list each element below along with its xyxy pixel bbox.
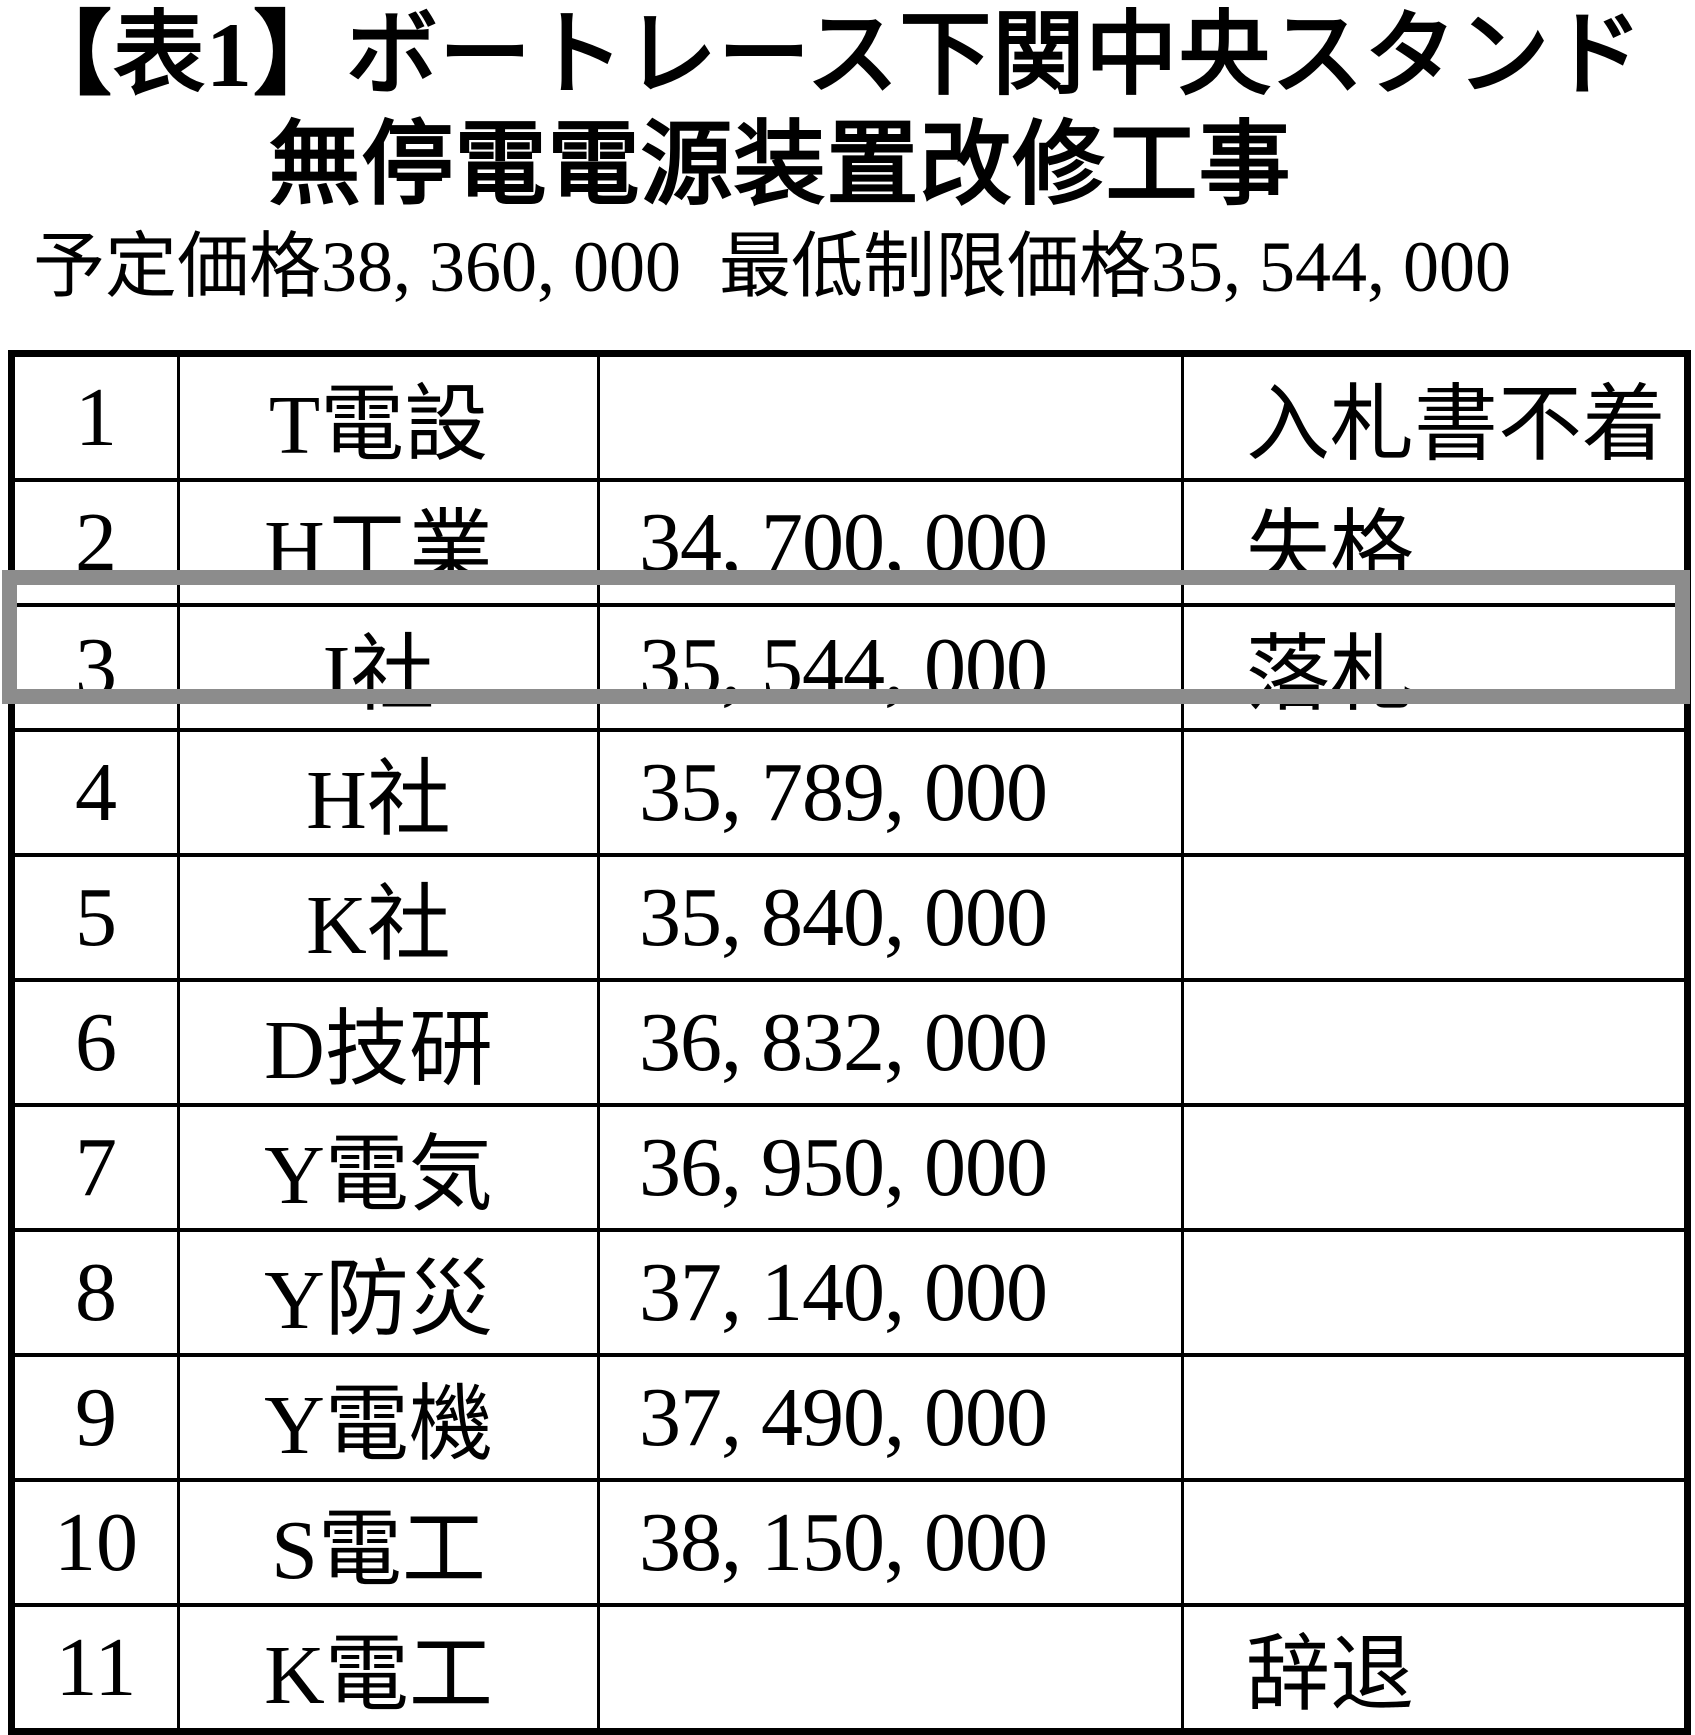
cell-result xyxy=(1181,853,1689,982)
table-row: 2 H工業 34, 700, 000 失格 xyxy=(10,478,1689,607)
minimum-price-label: 最低制限価格 xyxy=(719,227,1152,307)
table-row: 9 Y電機 37, 490, 000 xyxy=(10,1353,1689,1482)
cell-price: 37, 140, 000 xyxy=(597,1228,1184,1357)
cell-no: 4 xyxy=(10,728,180,857)
cell-result xyxy=(1181,1478,1689,1607)
bid-results-table: 1 T電設 入札書不着 2 H工業 34, 700, 000 失格 3 I社 35, 544, 0… xyxy=(8,350,1691,1735)
table-row: 3 I社 35, 544, 000 落札 xyxy=(10,603,1689,732)
cell-result xyxy=(1181,728,1689,857)
cell-no: 7 xyxy=(10,1103,180,1232)
cell-price: 35, 544, 000 xyxy=(597,603,1184,732)
cell-result: 辞退 xyxy=(1181,1603,1689,1734)
bid-table-body: 1 T電設 入札書不着 2 H工業 34, 700, 000 失格 3 I社 35, 544, 0… xyxy=(10,351,1689,1734)
cell-no: 6 xyxy=(10,978,180,1107)
cell-no: 1 xyxy=(10,351,180,482)
cell-price xyxy=(597,351,1184,482)
price-summary: 予定価格38, 360, 000 最低制限価格35, 544, 000 xyxy=(33,224,1511,310)
table-row: 4 H社 35, 789, 000 xyxy=(10,728,1689,857)
cell-price: 37, 490, 000 xyxy=(597,1353,1184,1482)
table-row: 10 S電工 38, 150, 000 xyxy=(10,1478,1689,1607)
cell-bidder: Y電気 xyxy=(177,1103,600,1232)
cell-price: 36, 832, 000 xyxy=(597,978,1184,1107)
cell-no: 3 xyxy=(10,603,180,732)
cell-no: 9 xyxy=(10,1353,180,1482)
cell-bidder: H工業 xyxy=(177,478,600,607)
cell-result: 失格 xyxy=(1181,478,1689,607)
cell-bidder: Y電機 xyxy=(177,1353,600,1482)
cell-result xyxy=(1181,978,1689,1107)
planned-price-value: 38, 360, 000 xyxy=(321,227,682,307)
table-row: 1 T電設 入札書不着 xyxy=(10,351,1689,482)
cell-bidder: H社 xyxy=(177,728,600,857)
cell-bidder: S電工 xyxy=(177,1478,600,1607)
cell-result xyxy=(1181,1228,1689,1357)
cell-no: 5 xyxy=(10,853,180,982)
planned-price-label: 予定価格 xyxy=(33,227,322,307)
cell-no: 2 xyxy=(10,478,180,607)
cell-price xyxy=(597,1603,1184,1734)
table-row: 7 Y電気 36, 950, 000 xyxy=(10,1103,1689,1232)
cell-bidder: I社 xyxy=(177,603,600,732)
minimum-price-value: 35, 544, 000 xyxy=(1151,227,1512,307)
cell-price: 34, 700, 000 xyxy=(597,478,1184,607)
cell-no: 10 xyxy=(10,1478,180,1607)
cell-bidder: Y防災 xyxy=(177,1228,600,1357)
cell-bidder: K社 xyxy=(177,853,600,982)
cell-price: 38, 150, 000 xyxy=(597,1478,1184,1607)
cell-result: 入札書不着 xyxy=(1181,351,1689,482)
cell-price: 35, 840, 000 xyxy=(597,853,1184,982)
cell-bidder: D技研 xyxy=(177,978,600,1107)
cell-result: 落札 xyxy=(1181,603,1689,732)
page-title: 【表1】ボートレース下関中央スタンド 無停電電源装置改修工事 xyxy=(20,0,1644,220)
bid-results-grid: 1 T電設 入札書不着 2 H工業 34, 700, 000 失格 3 I社 35, 544, 0… xyxy=(8,350,1691,1735)
table-row: 5 K社 35, 840, 000 xyxy=(10,853,1689,982)
title-line-1: 【表1】ボートレース下関中央スタンド xyxy=(20,4,1644,106)
title-line-2: 無停電電源装置改修工事 xyxy=(268,114,1292,216)
cell-result xyxy=(1181,1103,1689,1232)
cell-price: 36, 950, 000 xyxy=(597,1103,1184,1232)
cell-result xyxy=(1181,1353,1689,1482)
cell-bidder: T電設 xyxy=(177,351,600,482)
cell-no: 11 xyxy=(10,1603,180,1734)
table-row: 8 Y防災 37, 140, 000 xyxy=(10,1228,1689,1357)
cell-bidder: K電工 xyxy=(177,1603,600,1734)
cell-price: 35, 789, 000 xyxy=(597,728,1184,857)
cell-no: 8 xyxy=(10,1228,180,1357)
table-row: 6 D技研 36, 832, 000 xyxy=(10,978,1689,1107)
table-row: 11 K電工 辞退 xyxy=(10,1603,1689,1734)
